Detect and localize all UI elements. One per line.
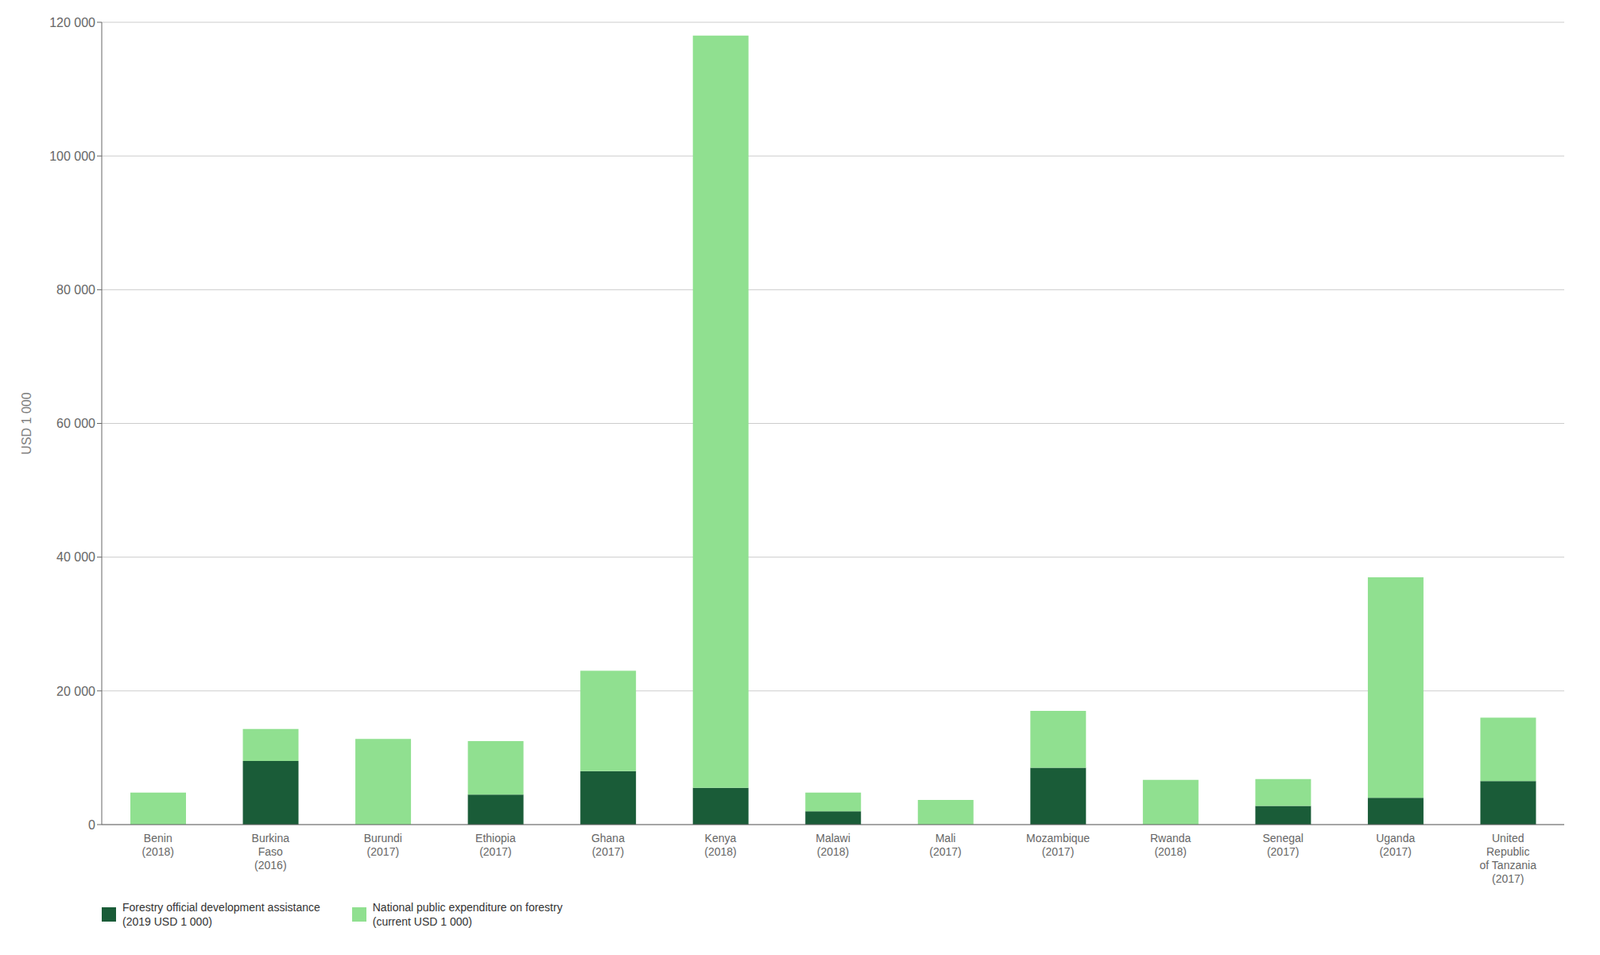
svg-text:Ethiopia(2017): Ethiopia(2017) — [475, 831, 516, 858]
svg-text:100 000: 100 000 — [49, 149, 96, 163]
svg-text:UnitedRepublicof Tanzania(2017: UnitedRepublicof Tanzania(2017) — [1479, 831, 1538, 885]
svg-text:Kenya(2018): Kenya(2018) — [704, 831, 737, 858]
svg-text:BurkinaFaso(2016): BurkinaFaso(2016) — [251, 831, 291, 872]
svg-text:120 000: 120 000 — [49, 15, 96, 30]
svg-text:20 000: 20 000 — [56, 684, 96, 698]
svg-text:60 000: 60 000 — [56, 416, 96, 431]
svg-text:Rwanda(2018): Rwanda(2018) — [1150, 831, 1192, 858]
svg-text:Burundi(2017): Burundi(2017) — [364, 831, 403, 858]
svg-text:Mozambique(2017): Mozambique(2017) — [1026, 831, 1090, 858]
svg-text:Malawi(2018): Malawi(2018) — [815, 831, 851, 858]
svg-text:Ghana(2017): Ghana(2017) — [591, 831, 625, 858]
svg-text:Senegal(2017): Senegal(2017) — [1262, 831, 1303, 858]
svg-text:0: 0 — [88, 817, 96, 832]
svg-text:USD 1 000: USD 1 000 — [19, 391, 34, 454]
svg-text:40 000: 40 000 — [56, 550, 96, 564]
svg-text:80 000: 80 000 — [56, 282, 96, 297]
svg-text:Uganda(2017): Uganda(2017) — [1375, 831, 1415, 858]
svg-text:Mali(2017): Mali(2017) — [929, 831, 961, 858]
html-text:National public expenditure on: National public expenditure on forestry … — [372, 900, 563, 928]
html-text:Forestry official development: Forestry official development assistance… — [122, 900, 321, 928]
svg-text:Benin(2018): Benin(2018) — [142, 831, 175, 858]
